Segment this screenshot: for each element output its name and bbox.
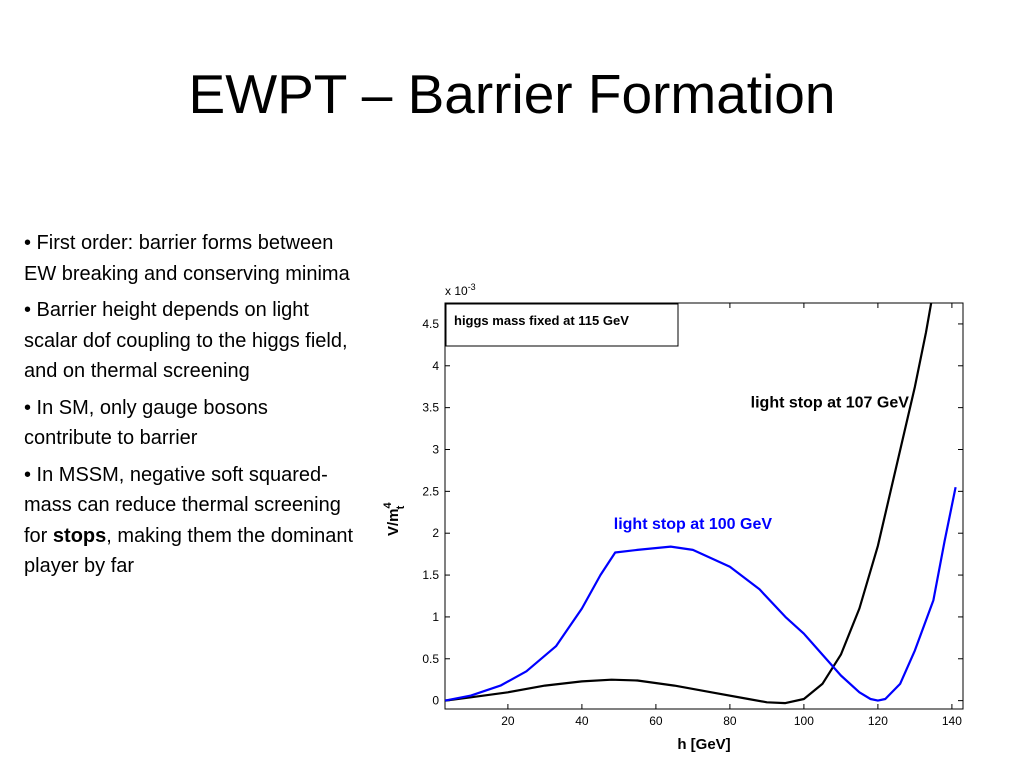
y-tick-label: 2 bbox=[432, 526, 439, 540]
slide-title: EWPT – Barrier Formation bbox=[188, 63, 836, 125]
x-tick-label: 100 bbox=[794, 714, 814, 728]
bullet-item: • In MSSM, negative soft squared-mass ca… bbox=[24, 460, 359, 582]
bullet-text: • In MSSM, negative soft squared-mass ca… bbox=[24, 463, 341, 547]
series-line bbox=[445, 486, 957, 702]
chart-series bbox=[445, 303, 957, 705]
series-annotation: light stop at 100 GeV bbox=[614, 516, 773, 533]
chart-labels: x 10-3 h [GeV] V/m4t higgs mass fixed at 11… bbox=[382, 282, 909, 753]
bullet-text: , making them the dominant player by far bbox=[24, 524, 354, 578]
chart-ticks: 20 40 60 80 100 120 140 0 0.5 1 1.5 2 2.5 3 3.5 4 4.5 bbox=[422, 303, 963, 728]
bullet-list: • First order: barrier forms between EW … bbox=[24, 228, 359, 588]
plot-frame bbox=[444, 302, 964, 710]
potential-chart: 20 40 60 80 100 120 140 0 0.5 1 1.5 2 2.5 3 3.5 4 4.5 x … bbox=[382, 282, 964, 753]
x-tick-label: 120 bbox=[868, 714, 888, 728]
series-annotation: light stop at 107 GeV bbox=[751, 395, 910, 412]
y-axis-label: V/m4t bbox=[382, 501, 407, 536]
x-tick-label: 20 bbox=[501, 714, 515, 728]
x-tick-label: 40 bbox=[575, 714, 589, 728]
series-line bbox=[445, 303, 933, 705]
legend-box bbox=[445, 303, 679, 347]
bullet-item: • First order: barrier forms between EW … bbox=[24, 232, 350, 285]
y-multiplier-label: x 10-3 bbox=[445, 282, 476, 298]
y-tick-label: 1 bbox=[432, 610, 439, 624]
y-tick-label: 3 bbox=[432, 442, 439, 456]
y-tick-label: 0.5 bbox=[422, 652, 439, 666]
bullet-item: • In SM, only gauge bosons contribute to… bbox=[24, 396, 268, 450]
y-tick-label: 2.5 bbox=[422, 484, 439, 498]
y-tick-label: 0 bbox=[432, 694, 439, 708]
x-tick-label: 80 bbox=[723, 714, 737, 728]
x-tick-label: 140 bbox=[942, 714, 962, 728]
y-tick-label: 4 bbox=[432, 359, 439, 373]
y-tick-label: 4.5 bbox=[422, 317, 439, 331]
bullet-item: • Barrier height depends on light scalar… bbox=[24, 299, 348, 382]
legend-text: higgs mass fixed at 115 GeV bbox=[454, 313, 629, 328]
x-axis-label: h [GeV] bbox=[677, 736, 730, 753]
y-tick-label: 1.5 bbox=[422, 568, 439, 582]
series-group bbox=[445, 303, 957, 705]
y-tick-label: 3.5 bbox=[422, 401, 439, 415]
x-tick-label: 60 bbox=[649, 714, 663, 728]
bullet-bold-term: stops bbox=[52, 524, 107, 547]
chart-axes bbox=[444, 302, 964, 710]
